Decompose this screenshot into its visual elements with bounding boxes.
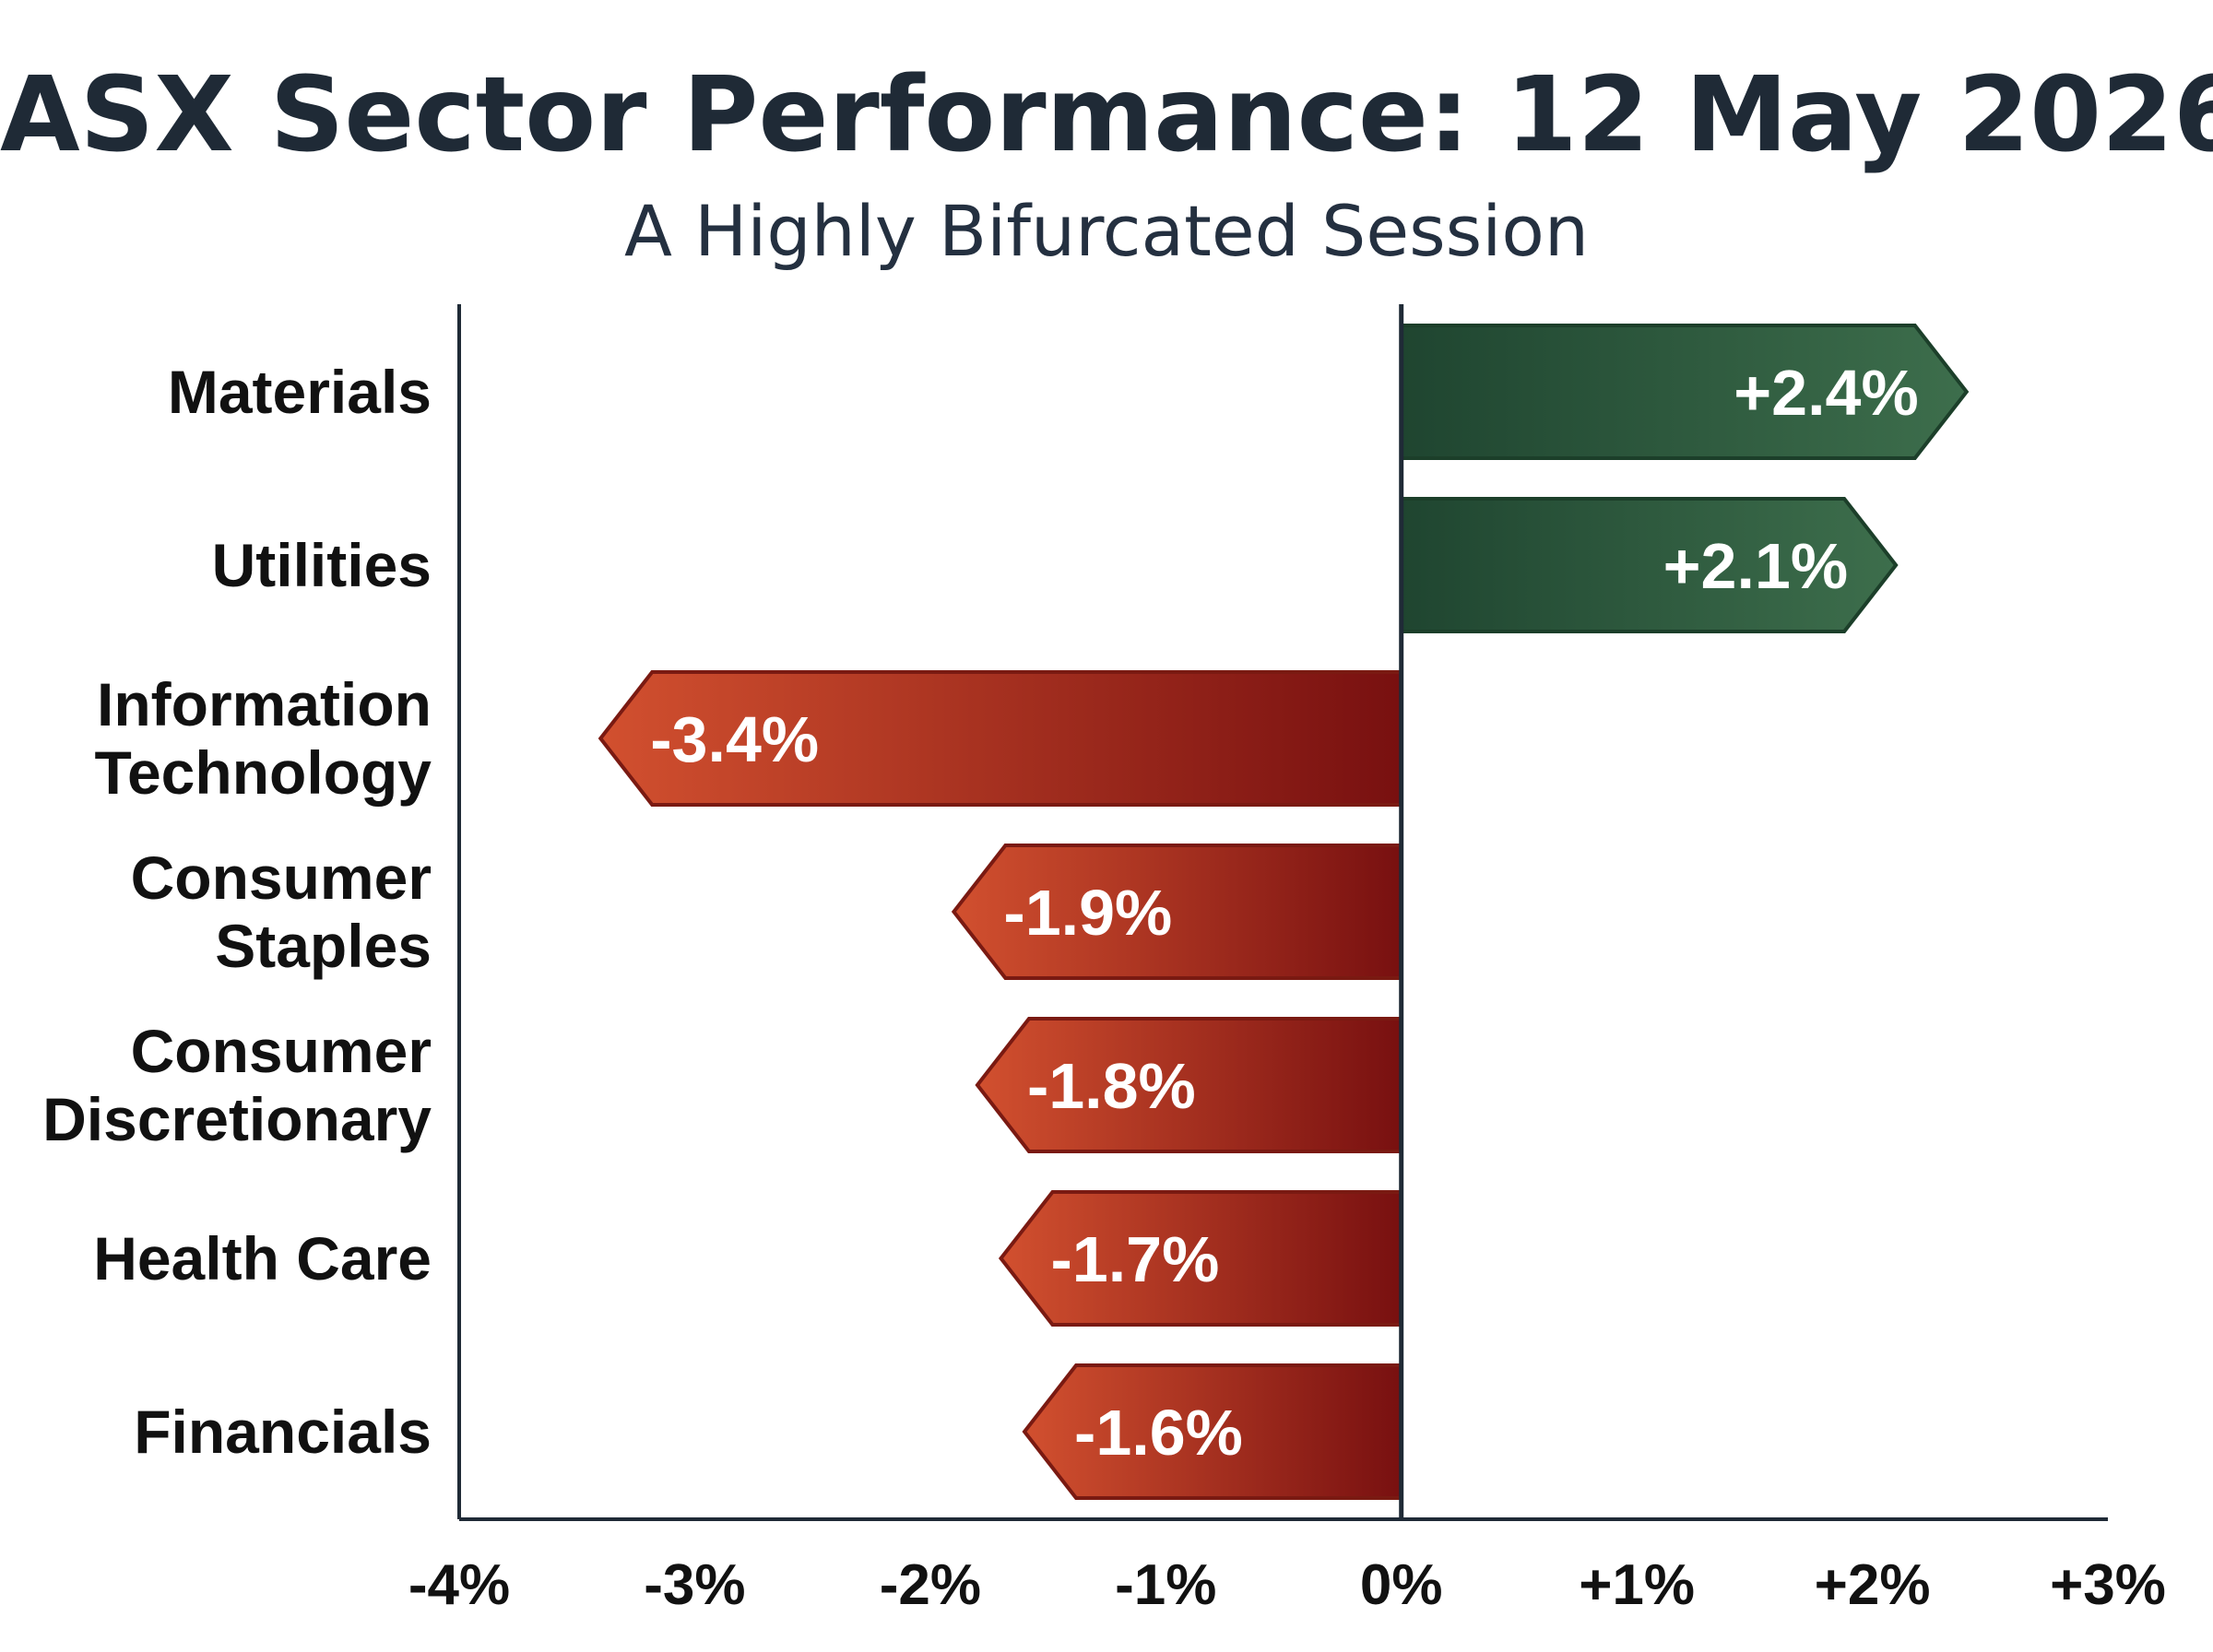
- x-tick-label: 0%: [1360, 1553, 1443, 1617]
- x-tick-label: -1%: [1115, 1553, 1216, 1617]
- category-label-consumer-discretionary: Consumer Discretionary: [42, 1017, 432, 1153]
- x-tick-label: -3%: [644, 1553, 745, 1617]
- data-label-consumer-staples: -1.9%: [1003, 877, 1172, 949]
- x-tick-label: -2%: [880, 1553, 981, 1617]
- category-label-utilities: Utilities: [212, 531, 432, 599]
- category-label-consumer-staples: Consumer Staples: [131, 844, 432, 980]
- chart-title: ASX Sector Performance: 12 May 2026: [0, 55, 2213, 175]
- category-label-financials: Financials: [134, 1398, 432, 1466]
- axes-layer: [457, 304, 2108, 1521]
- chart-subtitle: A Highly Bifurcated Session: [623, 190, 1590, 272]
- x-tick-label: +2%: [1815, 1553, 1931, 1617]
- data-label-information-technology: -3.4%: [650, 703, 819, 775]
- x-tick-label: +1%: [1579, 1553, 1695, 1617]
- data-label-utilities: +2.1%: [1663, 530, 1848, 602]
- data-label-consumer-discretionary: -1.8%: [1027, 1050, 1196, 1122]
- category-label-health-care: Health Care: [93, 1224, 432, 1292]
- bars-layer: [598, 324, 1970, 1500]
- labels-layer: +2.4% Materials +2.1% Utilities -3.4% Informa…: [42, 357, 2166, 1617]
- data-label-health-care: -1.7%: [1050, 1223, 1219, 1295]
- data-label-materials: +2.4%: [1734, 357, 1918, 429]
- data-label-financials: -1.6%: [1074, 1397, 1243, 1469]
- x-tick-label: +3%: [2050, 1553, 2166, 1617]
- category-label-information-technology: Information Technology: [95, 670, 432, 807]
- category-label-materials: Materials: [168, 358, 432, 426]
- x-tick-label: -4%: [408, 1553, 510, 1617]
